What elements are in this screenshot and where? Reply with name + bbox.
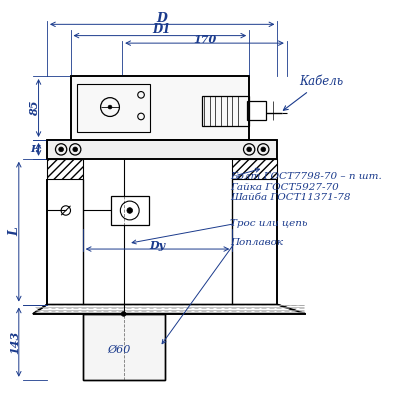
Circle shape (73, 147, 78, 152)
Bar (77, 83, 151, 132)
Bar (111, 196, 148, 225)
Text: 85: 85 (29, 100, 40, 116)
Text: Ø60: Ø60 (107, 345, 130, 355)
Text: Dy: Dy (149, 240, 165, 251)
Text: 170: 170 (193, 34, 217, 45)
Text: Трос или цепь: Трос или цепь (230, 220, 308, 228)
Text: Поплавок: Поплавок (230, 238, 283, 247)
Text: Болт ГОСТ7798-70 – n шт.: Болт ГОСТ7798-70 – n шт. (230, 173, 382, 181)
Polygon shape (33, 305, 306, 314)
Polygon shape (232, 159, 277, 179)
Circle shape (247, 147, 252, 152)
Circle shape (121, 311, 126, 316)
Text: D: D (156, 12, 167, 25)
Bar (202, 96, 249, 126)
Text: D1: D1 (153, 23, 171, 36)
Text: H: H (30, 145, 40, 154)
Bar (47, 140, 277, 159)
Circle shape (127, 208, 133, 213)
Text: 143: 143 (9, 330, 20, 354)
Circle shape (108, 105, 112, 109)
Bar (247, 101, 266, 120)
Bar (83, 314, 164, 380)
Text: Шайба ГОСТ11371-78: Шайба ГОСТ11371-78 (230, 193, 351, 202)
Circle shape (59, 147, 63, 152)
Text: L: L (9, 227, 22, 236)
Circle shape (261, 147, 265, 152)
Bar (70, 76, 249, 140)
Polygon shape (47, 159, 83, 179)
Text: Гайка ГОСТ5927-70: Гайка ГОСТ5927-70 (230, 183, 339, 192)
Bar (70, 76, 249, 140)
Bar (83, 314, 164, 380)
Text: Кабель: Кабель (283, 75, 343, 110)
Bar (47, 140, 277, 159)
